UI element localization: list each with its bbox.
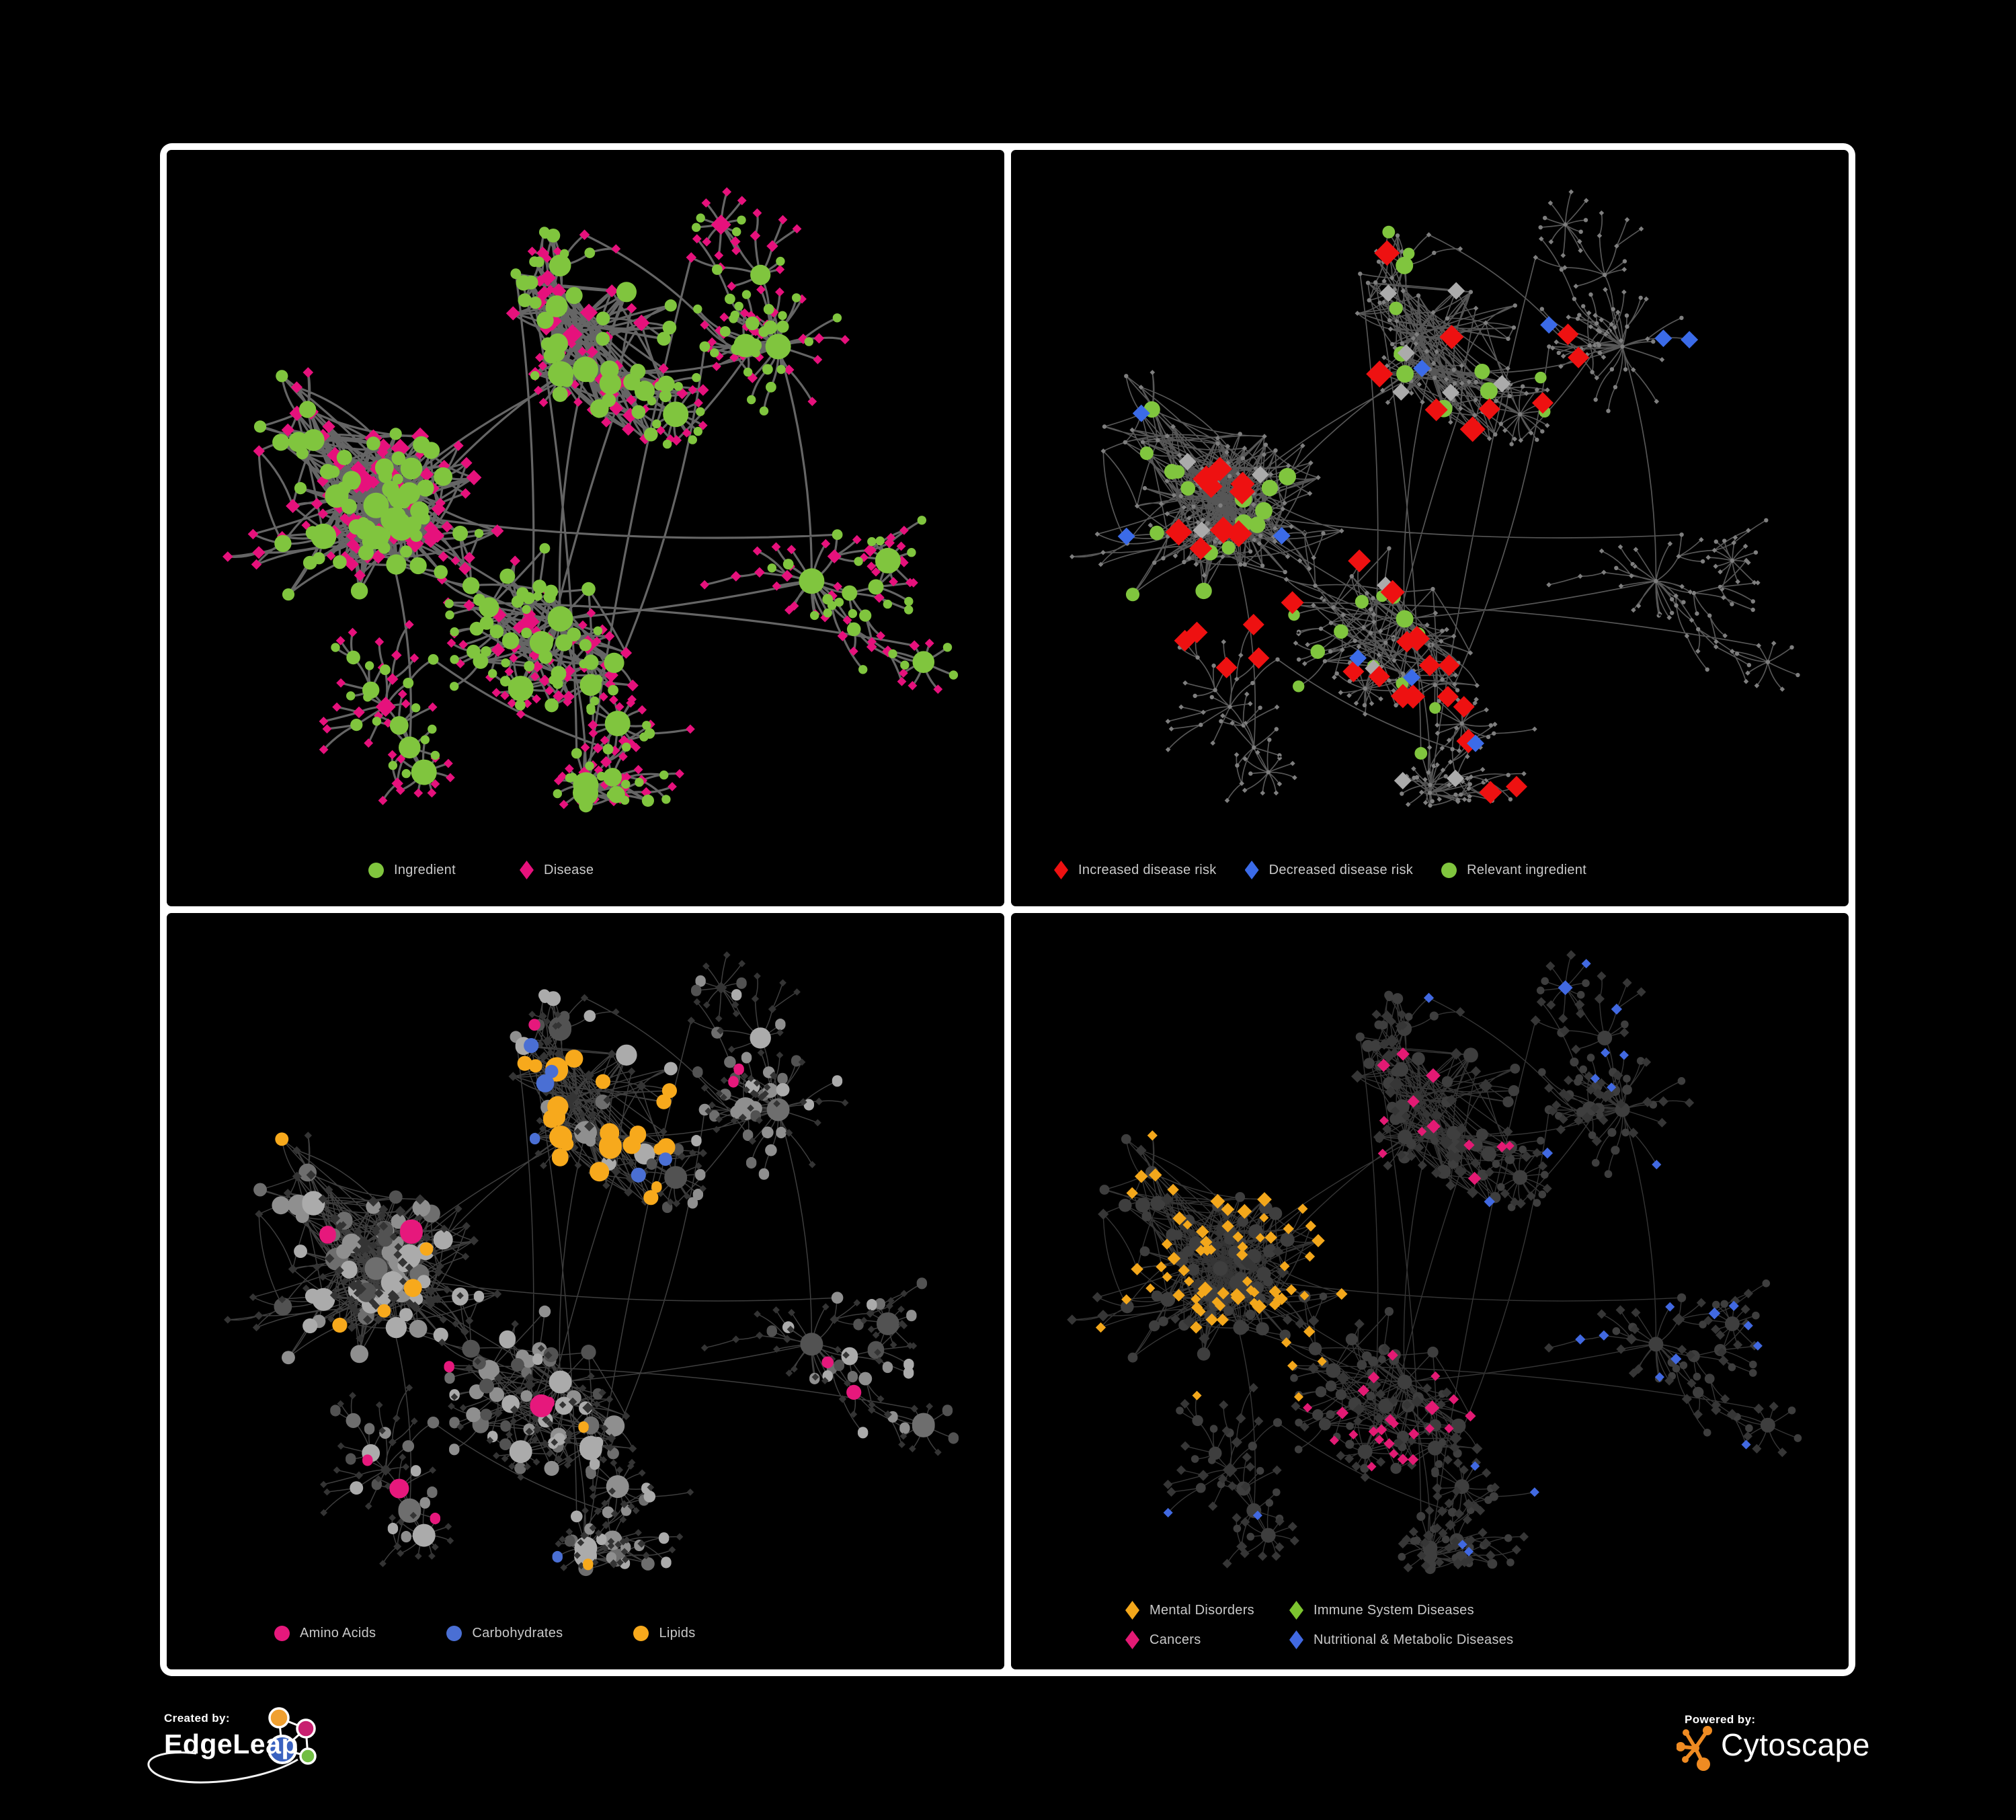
powered-by-block: Powered by: (1685, 1713, 1755, 1727)
panel-disease-category: Mental Disorders Immune System Diseases … (1011, 913, 1849, 1669)
ingredient-swatch-icon (368, 862, 384, 878)
carbohydrates-swatch-icon (446, 1626, 462, 1641)
network-grid-frame: Ingredient Disease Increased disease ris… (160, 143, 1855, 1676)
legend-item-amino-acids: Amino Acids (274, 1626, 376, 1641)
cytoscape-wordmark: Cytoscape (1721, 1727, 1870, 1762)
panel-disease-risk: Increased disease risk Decreased disease… (1011, 150, 1849, 906)
legend-label: Increased disease risk (1078, 862, 1217, 877)
legend-label: Mental Disorders (1150, 1602, 1254, 1618)
legend-item-increased-risk: Increased disease risk (1054, 861, 1217, 879)
amino-acids-swatch-icon (274, 1626, 290, 1641)
panel-ingredient-disease: Ingredient Disease (167, 150, 1004, 906)
edgeleap-logo-icon (147, 1707, 317, 1784)
disease-swatch-icon (519, 861, 534, 879)
legend-label: Relevant ingredient (1467, 862, 1587, 877)
increased-risk-swatch-icon (1054, 861, 1068, 879)
decreased-risk-swatch-icon (1244, 861, 1259, 879)
legend-label: Decreased disease risk (1268, 862, 1414, 877)
legend-item-nutritional-metabolic: Nutritional & Metabolic Diseases (1289, 1630, 1514, 1649)
legend-item-carbohydrates: Carbohydrates (446, 1626, 563, 1641)
mental-disorders-swatch-icon (1125, 1601, 1139, 1620)
network-graph-disease-category (1067, 950, 1802, 1575)
nutritional-metabolic-swatch-icon (1289, 1630, 1303, 1649)
network-graph-nutrient-class (224, 951, 959, 1577)
relevant-ingredient-swatch-icon (1441, 862, 1457, 878)
legend-label: Nutritional & Metabolic Diseases (1313, 1632, 1514, 1647)
panel-nutrient-class: Amino Acids Carbohydrates Lipids (167, 913, 1004, 1669)
legend-item-immune-diseases: Immune System Diseases (1289, 1601, 1514, 1620)
legend-item-cancers: Cancers (1125, 1630, 1254, 1649)
legend-label: Lipids (659, 1626, 696, 1640)
legend-disease-risk: Increased disease risk Decreased disease… (1054, 861, 1586, 879)
network-graph-disease-risk (1070, 189, 1800, 808)
legend-label: Disease (543, 862, 594, 877)
legend-label: Cancers (1150, 1632, 1201, 1647)
legend-item-decreased-risk: Decreased disease risk (1244, 861, 1414, 879)
immune-diseases-swatch-icon (1289, 1601, 1303, 1620)
created-by-label: Created by: (164, 1712, 230, 1725)
legend-item-relevant-ingredient: Relevant ingredient (1441, 862, 1587, 878)
legend-label: Immune System Diseases (1313, 1602, 1474, 1618)
legend-ingredient-disease: Ingredient Disease (368, 861, 594, 879)
legend-item-disease: Disease (519, 861, 594, 879)
legend-label: Amino Acids (300, 1626, 376, 1640)
legend-disease-category: Mental Disorders Immune System Diseases … (1125, 1601, 1513, 1649)
legend-nutrient-class: Amino Acids Carbohydrates Lipids (274, 1626, 696, 1641)
created-by-block: Created by: EdgeLeap (164, 1712, 298, 1760)
cancers-swatch-icon (1125, 1630, 1139, 1649)
lipids-swatch-icon (633, 1626, 649, 1641)
legend-label: Ingredient (394, 862, 456, 877)
powered-by-label: Powered by: (1685, 1713, 1756, 1726)
legend-label: Carbohydrates (472, 1626, 563, 1640)
edgeleap-wordmark: EdgeLeap (164, 1729, 298, 1759)
network-graph-ingredient-disease (223, 187, 959, 813)
legend-item-ingredient: Ingredient (368, 862, 456, 878)
legend-item-mental-disorders: Mental Disorders (1125, 1601, 1254, 1620)
cytoscape-logo-icon (1677, 1726, 1712, 1771)
legend-item-lipids: Lipids (633, 1626, 695, 1641)
